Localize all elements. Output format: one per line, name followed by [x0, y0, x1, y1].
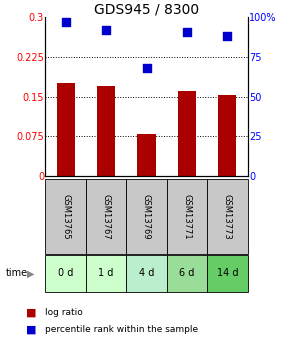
Text: GSM13767: GSM13767	[102, 194, 110, 239]
Text: time: time	[6, 268, 28, 278]
Bar	[218, 95, 236, 176]
Text: GSM13773: GSM13773	[223, 194, 232, 239]
Text: 0 d: 0 d	[58, 268, 73, 278]
Text: ▶: ▶	[27, 268, 35, 278]
Bar	[178, 91, 196, 176]
Text: percentile rank within the sample: percentile rank within the sample	[45, 325, 199, 334]
Bar	[57, 83, 75, 176]
Point	[225, 33, 230, 39]
Text: ■: ■	[26, 325, 37, 334]
Text: 1 d: 1 d	[98, 268, 114, 278]
Text: GSM13769: GSM13769	[142, 194, 151, 239]
Title: GDS945 / 8300: GDS945 / 8300	[94, 2, 199, 16]
Bar	[97, 86, 115, 176]
Text: 14 d: 14 d	[217, 268, 238, 278]
Point	[63, 19, 68, 25]
Text: log ratio: log ratio	[45, 308, 83, 317]
Text: GSM13771: GSM13771	[183, 194, 191, 239]
Text: 4 d: 4 d	[139, 268, 154, 278]
Point	[185, 29, 189, 34]
Point	[104, 27, 108, 33]
Text: GSM13765: GSM13765	[61, 194, 70, 239]
Bar	[137, 134, 156, 176]
Text: ■: ■	[26, 307, 37, 317]
Text: 6 d: 6 d	[179, 268, 195, 278]
Point	[144, 65, 149, 71]
